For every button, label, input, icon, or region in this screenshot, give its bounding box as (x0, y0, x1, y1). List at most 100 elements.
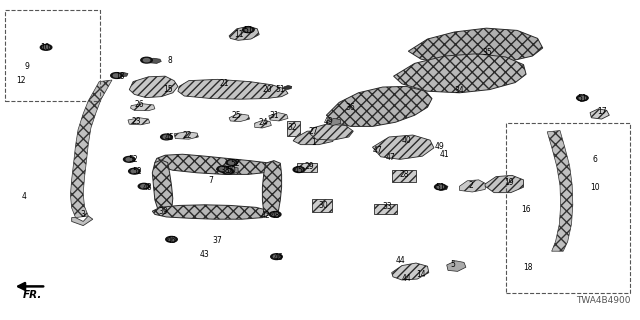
Circle shape (129, 168, 140, 174)
Circle shape (577, 95, 588, 101)
Text: 20: 20 (262, 85, 273, 94)
Polygon shape (116, 72, 128, 77)
Text: 44: 44 (401, 274, 412, 283)
Polygon shape (155, 154, 276, 174)
Polygon shape (131, 104, 155, 111)
Text: 51: 51 (275, 85, 285, 94)
Text: 13: 13 (115, 72, 125, 81)
Polygon shape (178, 79, 288, 99)
Text: 44: 44 (395, 256, 405, 265)
Circle shape (220, 167, 226, 171)
Text: 14: 14 (416, 270, 426, 279)
Text: 27: 27 (308, 127, 319, 136)
Polygon shape (216, 166, 230, 172)
Text: 45: 45 (294, 166, 304, 175)
Polygon shape (326, 86, 432, 126)
Text: 37: 37 (212, 236, 223, 245)
Polygon shape (326, 118, 340, 125)
Text: 3: 3 (81, 210, 86, 219)
Text: 42: 42 (260, 211, 271, 220)
Circle shape (243, 27, 254, 33)
Text: 52: 52 (128, 156, 138, 164)
Polygon shape (408, 28, 543, 64)
Circle shape (437, 185, 444, 188)
Text: 51: 51 (243, 26, 253, 35)
Polygon shape (310, 124, 353, 140)
Text: 18: 18 (524, 263, 532, 272)
Text: 17: 17 (596, 108, 607, 116)
Circle shape (166, 236, 177, 242)
Text: 30: 30 (318, 201, 328, 210)
Text: 48: 48 (142, 183, 152, 192)
Text: 21: 21 (220, 79, 228, 88)
Circle shape (228, 161, 235, 164)
Circle shape (272, 213, 278, 216)
Text: 36: 36 (346, 103, 356, 112)
Bar (287, 121, 300, 136)
Circle shape (138, 183, 150, 189)
Text: 10: 10 (590, 183, 600, 192)
Text: 31: 31 (269, 111, 279, 120)
Text: 1: 1 (311, 138, 316, 147)
Circle shape (113, 74, 120, 77)
Circle shape (161, 134, 172, 140)
Bar (506, 123, 630, 293)
Polygon shape (485, 175, 524, 193)
Text: 29: 29 (305, 162, 315, 171)
Text: 38: 38 (220, 166, 230, 175)
Polygon shape (460, 180, 486, 192)
Text: FR.: FR. (22, 290, 42, 300)
Circle shape (269, 212, 281, 217)
Text: 19: 19 (504, 178, 514, 187)
Text: 47: 47 (372, 146, 383, 155)
Bar (374, 204, 397, 214)
Text: 35: 35 (483, 48, 493, 57)
Circle shape (141, 185, 147, 188)
Circle shape (124, 156, 135, 162)
Text: 22: 22 (182, 131, 191, 140)
Polygon shape (146, 58, 161, 63)
Circle shape (225, 170, 231, 173)
Circle shape (131, 170, 138, 173)
Text: 33: 33 (382, 202, 392, 211)
Text: 45: 45 (164, 133, 175, 142)
Circle shape (293, 167, 305, 172)
Bar (392, 170, 416, 182)
Text: 28: 28 (400, 170, 409, 179)
Circle shape (40, 44, 52, 50)
Text: 39: 39 (158, 207, 168, 216)
Circle shape (126, 158, 132, 161)
Text: TWA4B4900: TWA4B4900 (576, 296, 630, 305)
Text: 8: 8 (167, 56, 172, 65)
Polygon shape (394, 54, 526, 93)
Text: 4: 4 (22, 192, 27, 201)
Circle shape (43, 46, 49, 49)
Text: 47: 47 (385, 153, 396, 162)
Text: 16: 16 (521, 205, 531, 214)
Text: 32: 32 (287, 124, 297, 132)
Text: 6: 6 (593, 156, 598, 164)
Text: 40: 40 (401, 136, 412, 145)
Text: 24: 24 (259, 118, 269, 127)
Polygon shape (392, 263, 429, 280)
Polygon shape (224, 166, 238, 174)
Text: 49: 49 (434, 142, 444, 151)
Circle shape (271, 254, 282, 260)
Polygon shape (229, 26, 259, 40)
Polygon shape (262, 161, 282, 214)
Text: 26: 26 (134, 100, 145, 109)
Text: 48: 48 (270, 211, 280, 220)
Polygon shape (269, 113, 288, 121)
Circle shape (226, 160, 237, 165)
Text: 5: 5 (451, 260, 456, 269)
Text: 43: 43 (200, 250, 210, 259)
Text: 52: 52 (230, 159, 241, 168)
Text: 46: 46 (273, 253, 284, 262)
Bar (5, 10, 100, 101)
Text: 23: 23 (131, 117, 141, 126)
Text: 34: 34 (454, 86, 465, 95)
Polygon shape (447, 261, 466, 271)
Text: 7: 7 (209, 176, 214, 185)
Circle shape (245, 28, 252, 31)
Circle shape (435, 184, 446, 190)
